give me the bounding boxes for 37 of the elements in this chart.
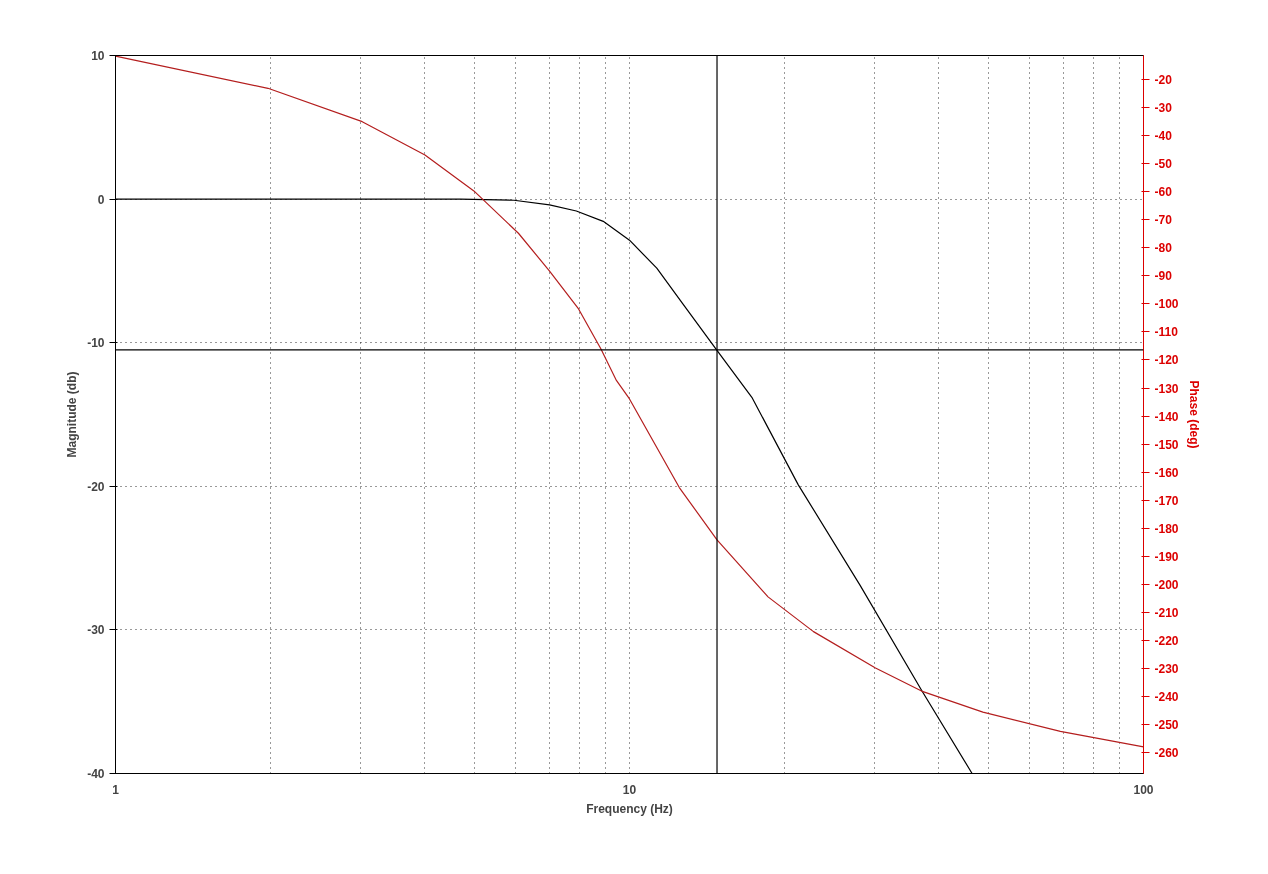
y2-tick-label: -180: [1154, 521, 1179, 536]
y-tick-label: 10: [91, 49, 105, 63]
y2-tick-label: -240: [1154, 689, 1179, 704]
y2-tick-label: -140: [1154, 409, 1179, 424]
x-tick-label: 10: [622, 782, 637, 797]
x-axis-title: Frequency (Hz): [586, 801, 673, 816]
y2-tick-label: -210: [1154, 605, 1179, 620]
y2-tick-label: -220: [1154, 633, 1179, 648]
y2-tick-label: -170: [1154, 493, 1179, 508]
y-tick-label: -20: [87, 479, 105, 494]
y2-axis-title: Phase (deg): [1186, 380, 1201, 449]
y2-tick-label: -250: [1154, 717, 1179, 732]
y-tick-label: 0: [97, 192, 105, 207]
y2-tick-label: -150: [1154, 437, 1179, 452]
y2-tick-label: -60: [1154, 185, 1173, 200]
y2-tick-label: -120: [1154, 353, 1179, 368]
y2-tick-label: -50: [1154, 157, 1173, 172]
y2-tick-label: -130: [1154, 381, 1179, 396]
y2-tick-label: -160: [1154, 465, 1179, 480]
y-tick-label: -30: [87, 623, 105, 638]
y-tick-label: -10: [87, 336, 105, 351]
y2-tick-label: -40: [1154, 129, 1173, 144]
y2-tick-label: -190: [1154, 549, 1179, 564]
y2-tick-label: -20: [1154, 73, 1173, 88]
y2-tick-label: -70: [1154, 213, 1173, 228]
y2-tick-label: -100: [1154, 297, 1179, 312]
y2-tick-label: -110: [1154, 325, 1179, 340]
y2-tick-label: -90: [1154, 269, 1173, 284]
y2-tick-label: -260: [1154, 745, 1179, 760]
x-tick-label: 100: [1133, 782, 1154, 797]
y2-tick-label: -230: [1154, 661, 1179, 676]
x-tick-label: 1: [112, 782, 120, 797]
y-axis-title: Magnitude (db): [65, 371, 80, 458]
y2-tick-label: -80: [1154, 241, 1173, 256]
y2-tick-label: -30: [1154, 101, 1173, 116]
y2-tick-label: -200: [1154, 577, 1179, 592]
y-tick-label: -40: [87, 767, 105, 781]
